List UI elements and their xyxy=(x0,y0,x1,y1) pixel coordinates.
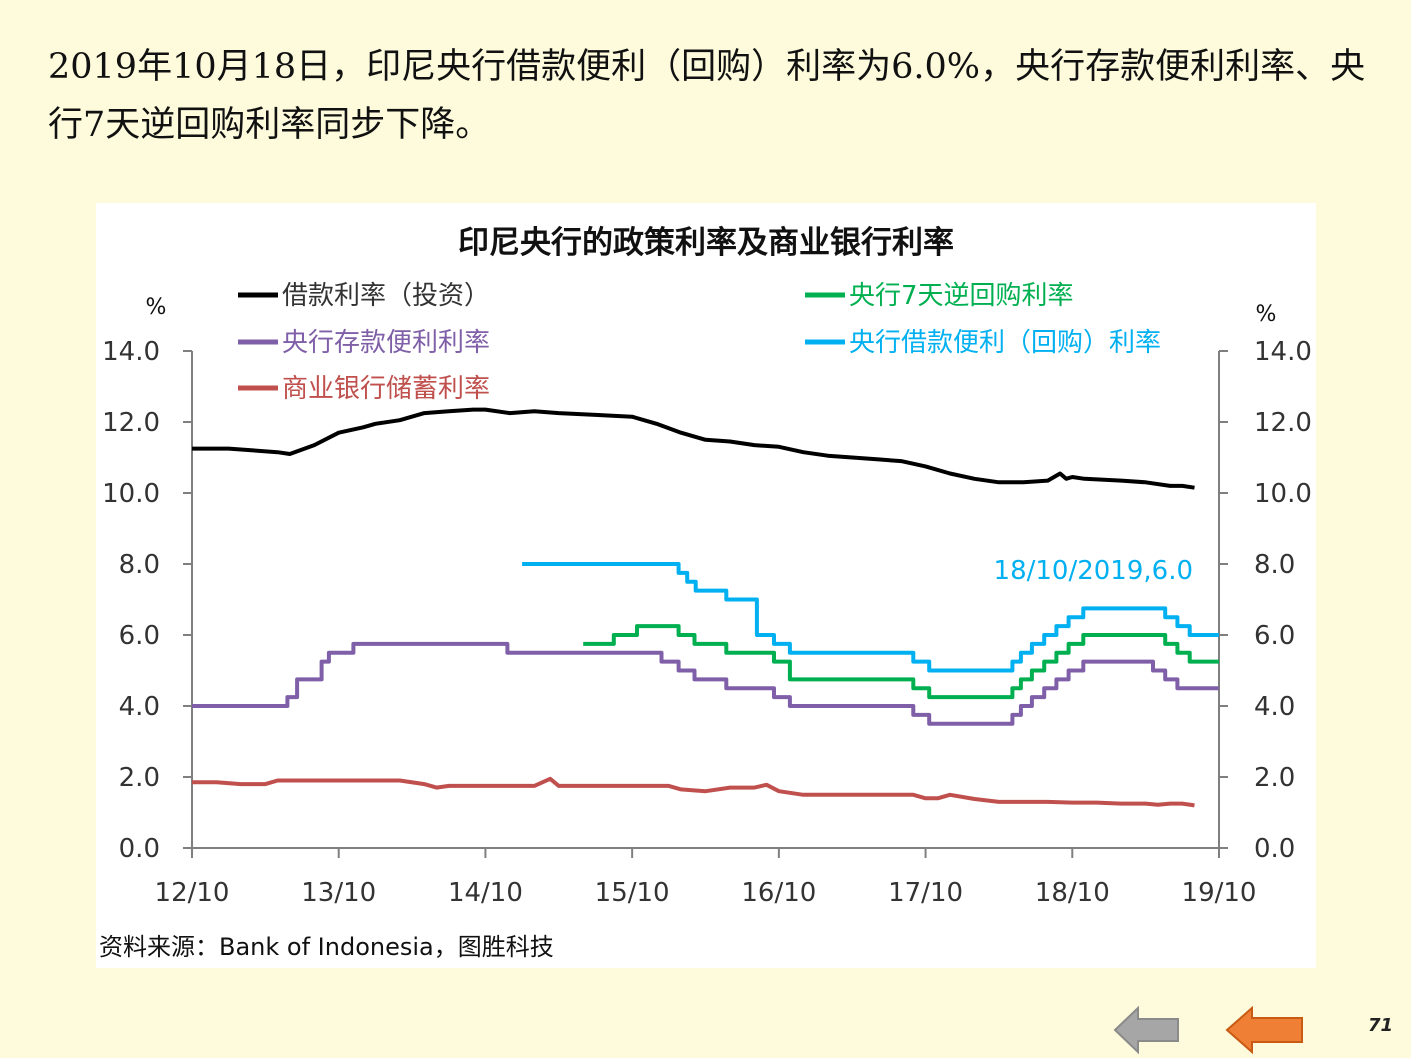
x-tick-label: 17/10 xyxy=(888,878,963,908)
left-y-tick-label: 14.0 xyxy=(102,337,160,367)
annotation-label: 18/10/2019,6.0 xyxy=(994,556,1193,586)
headline: 2019年10月18日，印尼央行借款便利（回购）利率为6.0%，央行存款便利利率… xyxy=(48,47,1366,145)
legend-label: 央行存款便利利率 xyxy=(282,328,490,358)
right-y-tick-label: 14.0 xyxy=(1254,337,1312,367)
left-y-tick-label: 12.0 xyxy=(102,408,160,438)
x-tick-label: 15/10 xyxy=(595,878,670,908)
right-y-tick-label: 8.0 xyxy=(1254,550,1295,580)
right-y-tick-label: 10.0 xyxy=(1254,479,1312,509)
left-y-tick-label: 2.0 xyxy=(119,763,160,793)
left-y-tick-label: 6.0 xyxy=(119,621,160,651)
legend-label: 央行借款便利（回购）利率 xyxy=(849,328,1161,358)
x-tick-label: 18/10 xyxy=(1035,878,1110,908)
left-y-tick-label: 8.0 xyxy=(119,550,160,580)
orange-left-arrow-icon xyxy=(1225,1005,1303,1055)
x-tick-label: 14/10 xyxy=(448,878,523,908)
source-note: 资料来源：Bank of Indonesia，图胜科技 xyxy=(99,933,554,961)
x-tick-label: 12/10 xyxy=(155,878,230,908)
left-y-tick-label: 0.0 xyxy=(119,834,160,864)
x-tick-label: 13/10 xyxy=(301,878,376,908)
right-y-unit: % xyxy=(1256,302,1277,327)
left-y-tick-label: 10.0 xyxy=(102,479,160,509)
left-y-tick-label: 4.0 xyxy=(119,692,160,722)
gray-left-arrow-icon xyxy=(1113,1005,1179,1055)
series-line xyxy=(583,624,1219,700)
right-y-tick-label: 2.0 xyxy=(1254,763,1295,793)
series-line xyxy=(192,641,1219,726)
chart-card: 印尼央行的政策利率及商业银行利率 0.0 0.0 2.0 2.0 4.0 4.0 6.0 6.… xyxy=(96,203,1316,968)
legend-label: 央行7天逆回购利率 xyxy=(849,281,1074,311)
right-y-tick-label: 4.0 xyxy=(1254,692,1295,722)
back-button[interactable] xyxy=(1112,1005,1182,1055)
x-tick-label: 16/10 xyxy=(741,878,816,908)
series-line xyxy=(192,776,1195,808)
left-y-unit: % xyxy=(146,295,167,320)
right-y-tick-label: 0.0 xyxy=(1254,834,1295,864)
previous-page-button[interactable] xyxy=(1224,1005,1306,1055)
legend-label: 商业银行储蓄利率 xyxy=(282,374,490,404)
chart-plot: 0.0 0.0 2.0 2.0 4.0 4.0 6.0 6.0 8.0 8.0 10.0 10.0 12… xyxy=(102,281,1312,908)
right-y-tick-label: 12.0 xyxy=(1254,408,1312,438)
right-y-tick-label: 6.0 xyxy=(1254,621,1295,651)
chart-title: 印尼央行的政策利率及商业银行利率 xyxy=(458,225,954,261)
series-line xyxy=(192,407,1195,490)
legend-label: 借款利率（投资） xyxy=(282,281,490,311)
x-tick-label: 19/10 xyxy=(1182,878,1257,908)
series-line xyxy=(522,562,1219,673)
page-number: 71 xyxy=(1367,1015,1393,1036)
